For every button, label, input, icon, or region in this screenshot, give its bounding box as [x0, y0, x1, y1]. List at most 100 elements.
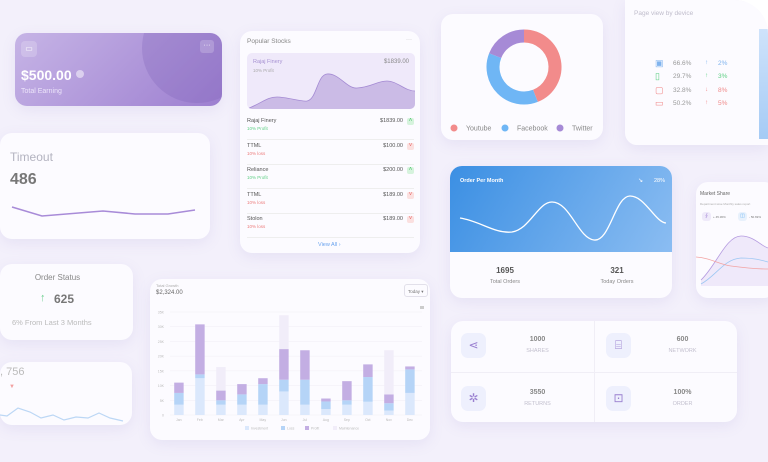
arrow-up-icon: ↑ [705, 60, 708, 66]
chevron-down-icon: ˅ [407, 191, 414, 199]
y-tick-label: 15K [158, 369, 165, 373]
bar-segment-profit [300, 350, 310, 380]
stock-row[interactable]: TTML 10% loss $100.00 ˅ [247, 141, 414, 165]
x-tick-label: Mar [218, 418, 225, 422]
legend-label: Twitter [572, 126, 593, 133]
bar-segment-loss [363, 377, 373, 402]
market-icon-b: ◫ [738, 212, 747, 221]
stock-price: $189.00 [383, 191, 403, 198]
bar-segment-maintenance [384, 350, 394, 395]
device-percent: 29.7% [673, 73, 692, 81]
bar-segment-profit [279, 349, 289, 380]
bar-segment-loss [321, 401, 331, 410]
bar-segment-profit [321, 398, 331, 402]
y-tick-label: 20K [158, 355, 165, 359]
x-tick-label: Feb [197, 418, 203, 422]
popular-stocks-card: Popular Stocks ··· Rajaj Finery 10% Prof… [240, 31, 420, 253]
pageview-edge-bar [759, 29, 768, 139]
stat-label: ORDER [672, 401, 693, 407]
stock-row[interactable]: Rajaj Finery 10% Profit $1839.00 ˄ [247, 116, 414, 140]
bar-segment-investment [300, 404, 310, 415]
more-button[interactable]: ··· [200, 40, 214, 53]
market-title: Market Share [700, 191, 731, 197]
x-tick-label: Aug [323, 418, 329, 422]
market-sub: Department wise Monthly sales report [700, 202, 751, 206]
market-change-a: + 45.36% [713, 215, 726, 219]
stock-row[interactable]: TTML 10% loss $189.00 ˅ [247, 190, 414, 214]
total-orders-value: 1695 [496, 266, 514, 275]
stat-order: ⊡ 100% ORDER [596, 374, 737, 424]
donut-slice-facebook [486, 53, 538, 105]
stat-value: 3550 [529, 389, 546, 396]
stock-row[interactable]: Reliance 10% Profit $200.00 ˄ [247, 165, 414, 190]
order-status-sub: 6% From Last 3 Months [12, 318, 92, 327]
featured-stock-name: Rajaj Finery [253, 59, 283, 65]
shopping-bag-icon: ⊡ [606, 386, 631, 411]
stock-change: 10% loss [247, 224, 266, 230]
bar-segment-investment [342, 404, 352, 415]
x-tick-label: Nov [386, 418, 392, 422]
x-tick-label: Dec [407, 418, 413, 422]
stock-name: TTML [247, 142, 262, 149]
period-dropdown[interactable]: Today ▾ [404, 284, 428, 297]
social-donut-chart: Youtube Facebook Twitter [450, 29, 593, 133]
stat-shares: ⋖ 1000 SHARES [451, 321, 592, 371]
device-percent: 32.8% [673, 86, 692, 94]
stocks-title: Popular Stocks [247, 38, 291, 45]
laptop-icon: ▭ [655, 97, 664, 108]
bar-segment-loss [405, 369, 415, 393]
featured-stock: Rajaj Finery 10% Profit $1839.00 [247, 53, 415, 109]
donut-slice-youtube [523, 29, 562, 102]
total-earning-card: ▭ ··· $500.00 Total Earning [15, 33, 222, 106]
legend-dot [450, 124, 458, 132]
legend-dot [556, 124, 564, 132]
stock-change: 10% loss [247, 199, 266, 205]
atom-icon: ✲ [461, 386, 486, 411]
device-change: 3% [718, 73, 728, 81]
y-tick-label: 30K [158, 325, 165, 329]
y-tick-label: 35K [158, 311, 165, 315]
legend-label: Profit [311, 427, 319, 431]
arrow-up-icon: ↑ [40, 292, 46, 304]
stocks-menu-button[interactable]: ··· [406, 37, 412, 43]
y-tick-label: 25K [158, 340, 165, 344]
bar-segment-investment [216, 404, 226, 415]
legend-swatch [305, 426, 309, 430]
market-share-chart [696, 235, 768, 286]
order-per-month-card: Order Per Month ↘ 28% 1695 Total Orders … [450, 166, 672, 298]
bar-segment-investment [258, 404, 268, 415]
timeout-title: Timeout [10, 150, 53, 164]
stock-row[interactable]: Stolon 10% loss $189.00 ˅ [247, 214, 414, 239]
view-all-link[interactable]: View All › [318, 242, 341, 248]
stat-value: 1000 [529, 336, 546, 343]
bar-segment-investment [384, 410, 394, 415]
opm-title: Order Per Month [460, 178, 504, 184]
social-donut-card: Youtube Facebook Twitter [441, 14, 603, 140]
bar-segment-maintenance [216, 367, 226, 391]
social-stats-card: ⋖ 1000 SHARES ⌸ 600 NETWORK ✲ 3550 RETURNS ⊡ 100% O… [451, 321, 737, 422]
x-tick-label: May [260, 418, 267, 422]
arrow-up-icon: ↑ [705, 73, 708, 80]
desktop-icon: ▣ [655, 58, 664, 68]
bar-segment-loss [342, 400, 352, 405]
stock-change: 10% loss [247, 150, 266, 156]
bar-segment-investment [174, 404, 184, 415]
device-change: 8% [718, 86, 728, 94]
legend-label: Youtube [466, 126, 492, 133]
growth-bar-chart: 0 5K 10K 15K 20K 25K 30K 35K Jan Feb Mar Apr May Jun J… [158, 306, 424, 431]
order-status-card: Order Status ↑ 625 6% From Last 3 Months [0, 264, 133, 340]
divider-vertical [594, 321, 595, 422]
bar-segment-profit [237, 384, 247, 395]
x-tick-label: Jul [303, 418, 308, 422]
growth-title: Total Growth [156, 283, 179, 288]
bar-segment-investment [321, 409, 331, 415]
chevron-up-icon: ˄ [407, 118, 414, 125]
opm-percent: 28% [654, 178, 666, 184]
legend-swatch [333, 426, 337, 430]
timeout-sparkline [11, 206, 196, 217]
bar-segment-loss [216, 400, 226, 405]
bar-segment-loss [174, 392, 184, 405]
featured-stock-price: $1839.00 [383, 59, 409, 65]
chart-menu-icon[interactable] [420, 306, 424, 309]
